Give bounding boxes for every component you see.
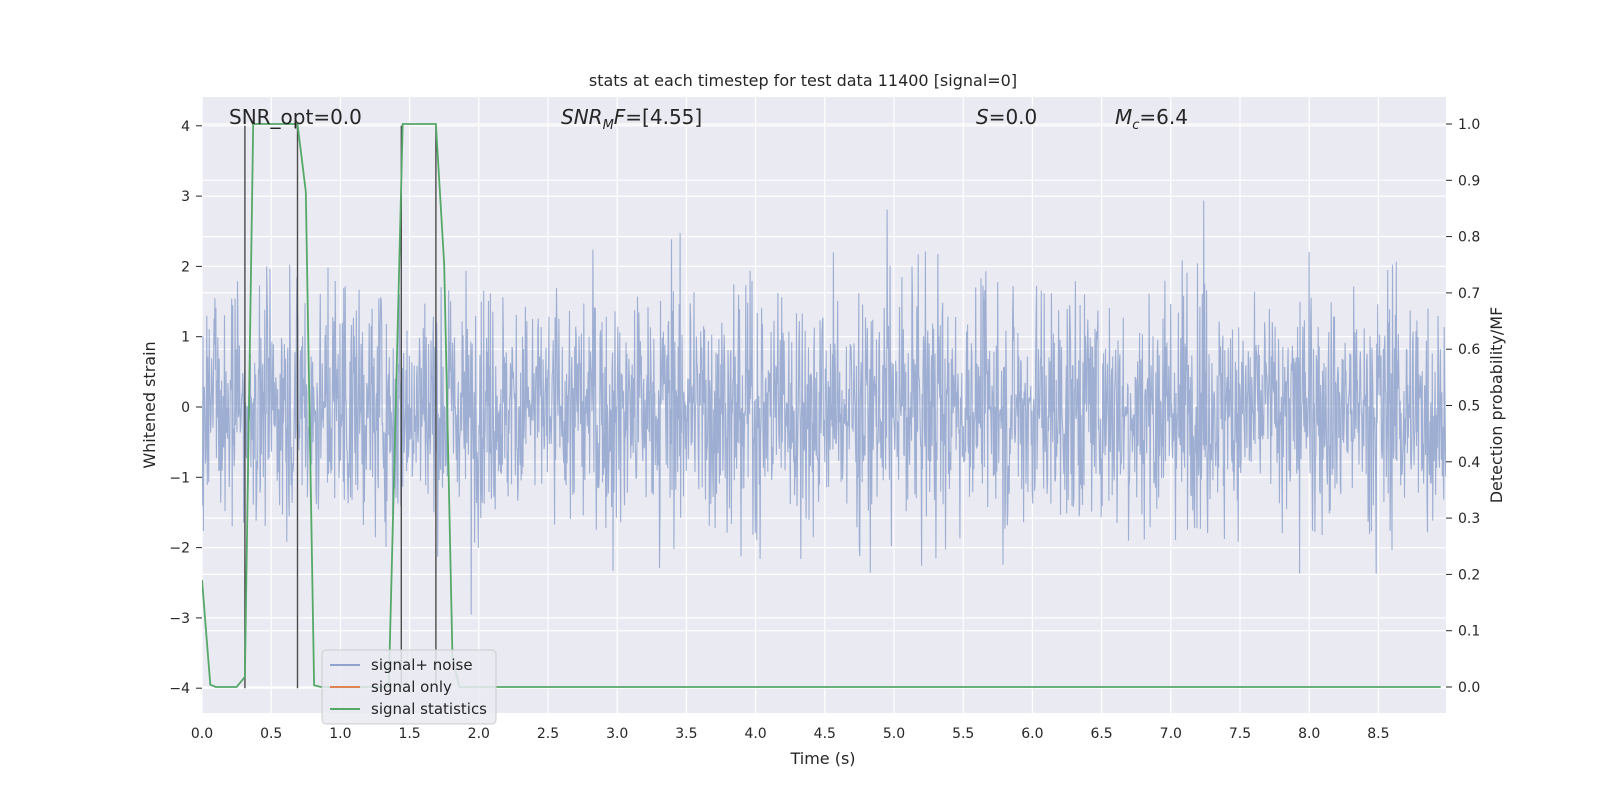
x-tick-label: 6.0 [1021,726,1043,742]
x-tick-label: 2.5 [537,726,559,742]
x-tick-label: 6.5 [1090,726,1112,742]
y-tick-label: 0 [181,400,190,416]
right-tick-label: 0.1 [1458,624,1480,640]
x-tick-label: 7.0 [1160,726,1182,742]
x-tick-label: 3.0 [606,726,628,742]
right-tick-label: 0.0 [1458,680,1480,696]
right-axis-label: Detection probability/MF [1487,307,1506,504]
signal-statistics-line [202,123,1441,688]
y-tick-label: 4 [181,119,190,135]
x-tick-label: 1.0 [329,726,351,742]
y-axis-label: Whitened strain [140,341,159,468]
x-tick-labels: 0.0 0.5 1.0 1.5 2.0 2.5 3.0 3.5 4.0 4.5 5.0 5.5 6.0 6… [191,726,1390,742]
x-tick-label: 8.5 [1367,726,1389,742]
right-tick-label: 0.8 [1458,230,1480,246]
right-tick-label: 0.7 [1458,286,1480,302]
y-tick-label: −3 [169,611,190,627]
x-tick-label: 2.0 [468,726,490,742]
x-tick-label: 0.5 [260,726,282,742]
annotation-s: S=0.0 [976,105,1037,129]
x-tick-label: 0.0 [191,726,213,742]
y-tick-label: 3 [181,189,190,205]
right-tick-label: 0.5 [1458,399,1480,415]
y-tick-labels: −4 −3 −2 −1 0 1 2 3 4 [169,119,202,697]
legend-label: signal+ noise [371,656,473,674]
y-tick-label: 2 [181,259,190,275]
right-tick-label: 1.0 [1458,117,1480,133]
right-tick-label: 0.2 [1458,567,1480,583]
series-signal-noise [202,200,1446,615]
legend-box [321,649,497,725]
right-tick-labels: 0.0 0.1 0.2 0.3 0.4 0.5 0.6 0.7 0.8 0.9 1.0 [1446,117,1480,696]
annotations: SNR_opt=0.0 SNRMF=[4.55] S=0.0 Mc=6.4 [229,105,1188,133]
x-tick-label: 3.5 [675,726,697,742]
x-tick-label: 8.0 [1298,726,1320,742]
legend: signal+ noise signal only signal statistic… [321,649,497,725]
x-tick-label: 5.5 [952,726,974,742]
noise-trace [202,200,1446,615]
right-tick-label: 0.4 [1458,455,1480,471]
y-tick-label: −1 [169,470,190,486]
vertical-markers [244,125,437,689]
x-tick-label: 4.5 [814,726,836,742]
x-axis-label: Time (s) [789,749,855,768]
annotation-mc: Mc=6.4 [1115,105,1188,133]
series-signal-statistics [202,123,1441,688]
y-tick-label: 1 [181,330,190,346]
chart-title: stats at each timestep for test data 114… [589,71,1017,90]
y-tick-label: −2 [169,541,190,557]
x-tick-label: 5.0 [883,726,905,742]
legend-label: signal only [371,678,452,696]
y-tick-label: −4 [169,681,190,697]
right-tick-label: 0.3 [1458,511,1480,527]
legend-label: signal statistics [371,700,487,718]
x-tick-label: 4.0 [744,726,766,742]
x-tick-label: 7.5 [1229,726,1251,742]
x-tick-label: 1.5 [398,726,420,742]
right-tick-label: 0.9 [1458,173,1480,189]
annotation-snr-opt: SNR_opt=0.0 [229,105,362,129]
right-tick-label: 0.6 [1458,342,1480,358]
annotation-snr-mf: SNRMF=[4.55] [561,105,702,133]
